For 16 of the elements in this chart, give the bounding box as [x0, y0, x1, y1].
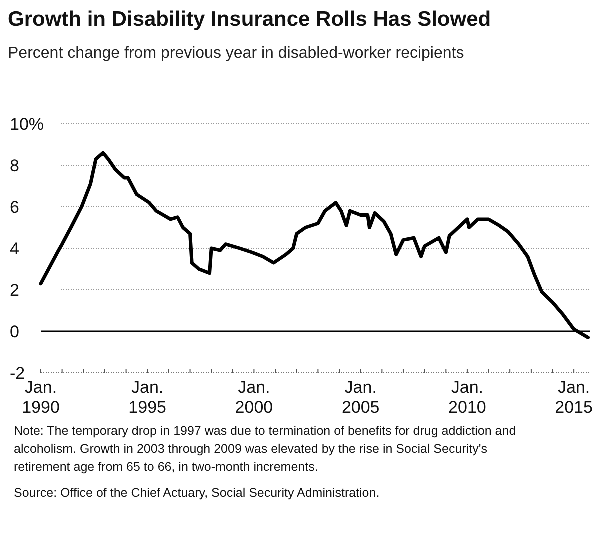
y-tick-label: 0 — [10, 322, 20, 342]
y-tick-label: 10% — [10, 115, 44, 134]
text: Note: The temporary drop in 1997 was due to termination of benefits for drug addiction and alcoholism. Growth in 2003 through 2009 was elevated by the rise in Social Security's retirement age from 65 to 66, in two-month increments. — [14, 424, 516, 474]
x-tick-label: Jan. 2005 — [342, 378, 380, 417]
chart-title: Growth in Disability Insurance Rolls Has Slowed — [8, 8, 492, 31]
line-series — [39, 151, 590, 340]
y-tick-label: 2 — [10, 281, 20, 300]
y-tick-label: 6 — [10, 198, 20, 217]
x-tick-label: Jan. 1995 — [128, 378, 167, 417]
chart-subtitle: Percent change from previous year in disabled-worker recipients — [8, 45, 464, 62]
x-tick-label: Jan. 2000 — [235, 378, 274, 417]
y-tick-label: 8 — [10, 156, 20, 176]
x-tick-label: Jan. 2010 — [448, 378, 486, 417]
x-tick-label: Jan. 2015 — [555, 378, 593, 417]
y-tick-label: 4 — [10, 240, 20, 258]
source-note: Source: Office of the Chief Actuary, Social Security Administration. — [14, 486, 380, 500]
